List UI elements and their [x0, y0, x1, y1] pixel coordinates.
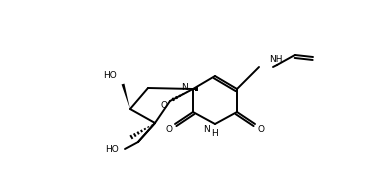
Polygon shape [122, 84, 130, 109]
Text: O: O [161, 101, 167, 111]
Text: NH: NH [269, 55, 282, 64]
Text: N: N [204, 125, 210, 133]
Text: H: H [212, 130, 218, 139]
Text: HO: HO [103, 72, 117, 81]
Text: N: N [182, 82, 188, 92]
Text: HO: HO [105, 145, 119, 153]
Text: O: O [257, 125, 264, 133]
Text: O: O [165, 125, 172, 133]
